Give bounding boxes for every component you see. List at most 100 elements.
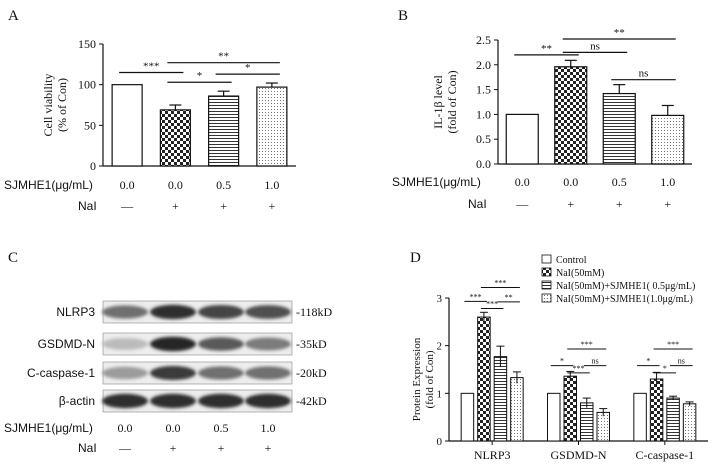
- y-tick-label: 50: [84, 118, 96, 132]
- significance-label: *: [245, 62, 251, 74]
- dose-label: 0.5: [214, 421, 229, 435]
- y-tick-label: 0: [437, 436, 443, 448]
- significance-label: ***: [667, 340, 679, 349]
- bar: [208, 95, 240, 167]
- nai-label: +: [170, 441, 177, 455]
- dose-label: 0.0: [166, 421, 181, 435]
- bar: [493, 356, 508, 442]
- significance-label: **: [614, 27, 625, 39]
- blot-band: [198, 337, 244, 351]
- bar: [256, 86, 288, 167]
- x-tick-label: NLRP3: [474, 448, 511, 462]
- y-axis-title: Cell viability(% of Con): [41, 74, 69, 137]
- blot-row-label: NLRP3: [56, 305, 95, 319]
- blot-band: [150, 304, 196, 320]
- row-label-dose: SJMHE1(μg/mL): [4, 178, 93, 192]
- blot-band: [245, 305, 291, 319]
- dose-label: 0.0: [118, 421, 133, 435]
- western-blot-panel-c: NLRP3 -118kD GSDMD-N -35kD C-caspase-1 -20kD β…: [4, 300, 333, 455]
- nai-label: +: [268, 199, 275, 213]
- blot-size-label: -118kD: [296, 305, 333, 319]
- row-label-dose: SJMHE1(μg/mL): [4, 421, 93, 435]
- blot-row-label: GSDMD-N: [38, 337, 95, 351]
- dose-label: 0.5: [216, 178, 231, 192]
- y-axis-title-line: (% of Con): [55, 78, 69, 132]
- bar: [651, 114, 685, 165]
- dose-label: 1.0: [660, 175, 675, 189]
- y-tick-label: 0: [90, 159, 96, 173]
- legend-swatch: [541, 293, 552, 303]
- nai-label: +: [664, 197, 671, 211]
- legend-swatch: [541, 280, 552, 290]
- nai-label: +: [172, 199, 179, 213]
- blot-band: [102, 366, 148, 380]
- row-label-nai: NaI: [468, 197, 487, 211]
- row-label-nai: NaI: [78, 199, 97, 213]
- dose-label: 1.0: [264, 178, 279, 192]
- dose-label: 0.0: [563, 175, 578, 189]
- bar: [580, 402, 594, 442]
- x-tick-label: GSDMD-N: [550, 448, 606, 462]
- blot-band: [245, 337, 291, 351]
- bar: [111, 84, 143, 167]
- y-axis-title-line: IL-1β level: [431, 74, 445, 128]
- significance-label: ns: [639, 68, 649, 80]
- panel-label-c: C: [8, 250, 18, 266]
- row-label-nai: NaI: [78, 441, 97, 455]
- blot-row-label: β-actin: [59, 394, 95, 408]
- blot-band: [245, 393, 291, 409]
- panel-label-b: B: [398, 8, 408, 24]
- bar: [477, 316, 491, 442]
- dose-label: 0.0: [168, 178, 183, 192]
- blot-size-label: -35kD: [296, 337, 327, 351]
- bar: [666, 397, 680, 442]
- dose-label: 0.0: [515, 175, 530, 189]
- y-axis-title: Protein Expression(fold of Con): [411, 337, 436, 421]
- legend-label: NaI(50mM)+SJMHE1(1.0μg/mL): [556, 294, 693, 305]
- blot-size-label: -42kD: [296, 394, 327, 408]
- blot-band: [198, 305, 244, 319]
- bar: [505, 113, 539, 165]
- significance-label: **: [541, 43, 552, 55]
- significance-label: ***: [486, 299, 498, 308]
- bar: [510, 377, 524, 442]
- row-label-dose: SJMHE1(μg/mL): [392, 175, 481, 189]
- significance-label: **: [505, 293, 513, 302]
- nai-label: +: [220, 199, 227, 213]
- blot-band: [150, 365, 196, 381]
- blot-size-label: -20kD: [296, 366, 327, 380]
- panel-label-d: D: [410, 250, 421, 266]
- y-tick-label: 100: [78, 78, 96, 92]
- y-axis-title-line: Cell viability: [41, 74, 55, 137]
- chart-panel-d: 0 1 2 3 Protein Expression(fold of Con) NLRP3…: [411, 254, 708, 462]
- bar: [547, 392, 561, 442]
- bar: [554, 66, 588, 165]
- legend-label: Control: [556, 255, 587, 266]
- nai-label: —: [120, 199, 134, 213]
- significance-label: ***: [143, 60, 160, 72]
- nai-label: —: [515, 197, 529, 211]
- blot-band: [102, 393, 148, 409]
- dose-label: 1.0: [261, 421, 276, 435]
- y-tick-label: 3: [437, 293, 443, 305]
- panel-label-a: A: [8, 8, 19, 24]
- significance-label: *: [646, 357, 650, 366]
- nai-label: +: [218, 441, 225, 455]
- legend-label: NaI(50mM): [556, 268, 604, 279]
- y-axis-title: IL-1β level(fold of Con): [431, 70, 459, 133]
- y-tick-label: 1: [437, 388, 443, 400]
- bar: [596, 411, 610, 442]
- legend-swatch: [541, 254, 552, 264]
- y-tick-label: 2.0: [476, 58, 491, 72]
- nai-label: —: [118, 441, 132, 455]
- bar: [649, 378, 664, 442]
- significance-label: *: [560, 357, 564, 366]
- blot-band: [150, 393, 196, 409]
- legend-swatch: [541, 267, 552, 277]
- nai-label: +: [567, 197, 574, 211]
- y-tick-label: 0.0: [476, 157, 491, 171]
- y-tick-label: 2: [437, 341, 443, 353]
- blot-band: [198, 366, 244, 380]
